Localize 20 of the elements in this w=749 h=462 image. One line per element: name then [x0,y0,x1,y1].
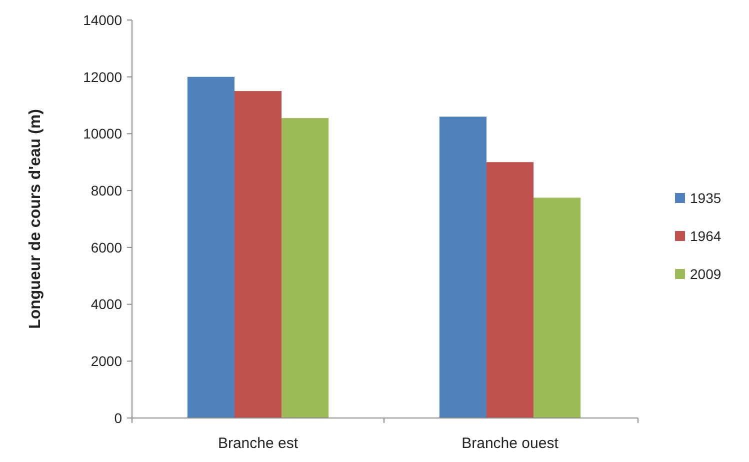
legend-label: 1935 [690,190,722,206]
y-tick-label: 2000 [90,353,122,370]
bar [234,91,282,418]
y-tick-label: 12000 [83,68,122,85]
legend-label: 1964 [690,228,722,244]
legend-label: 2009 [690,266,722,282]
bar [439,116,486,418]
y-tick-label: 0 [114,410,122,426]
bar [282,118,329,418]
bar [187,76,234,418]
x-tick-label: Branche ouest [462,435,560,452]
y-tick-label: 8000 [90,182,122,198]
y-tick-label: 4000 [90,296,122,312]
y-axis-title: Longueur de cours d'eau (m) [27,109,44,329]
y-tick-label: 6000 [90,239,122,256]
y-tick-label: 10000 [83,126,122,142]
x-tick-label: Branche est [218,435,299,452]
bar [486,162,534,418]
y-tick-label: 14000 [83,12,122,28]
bar [534,198,581,418]
